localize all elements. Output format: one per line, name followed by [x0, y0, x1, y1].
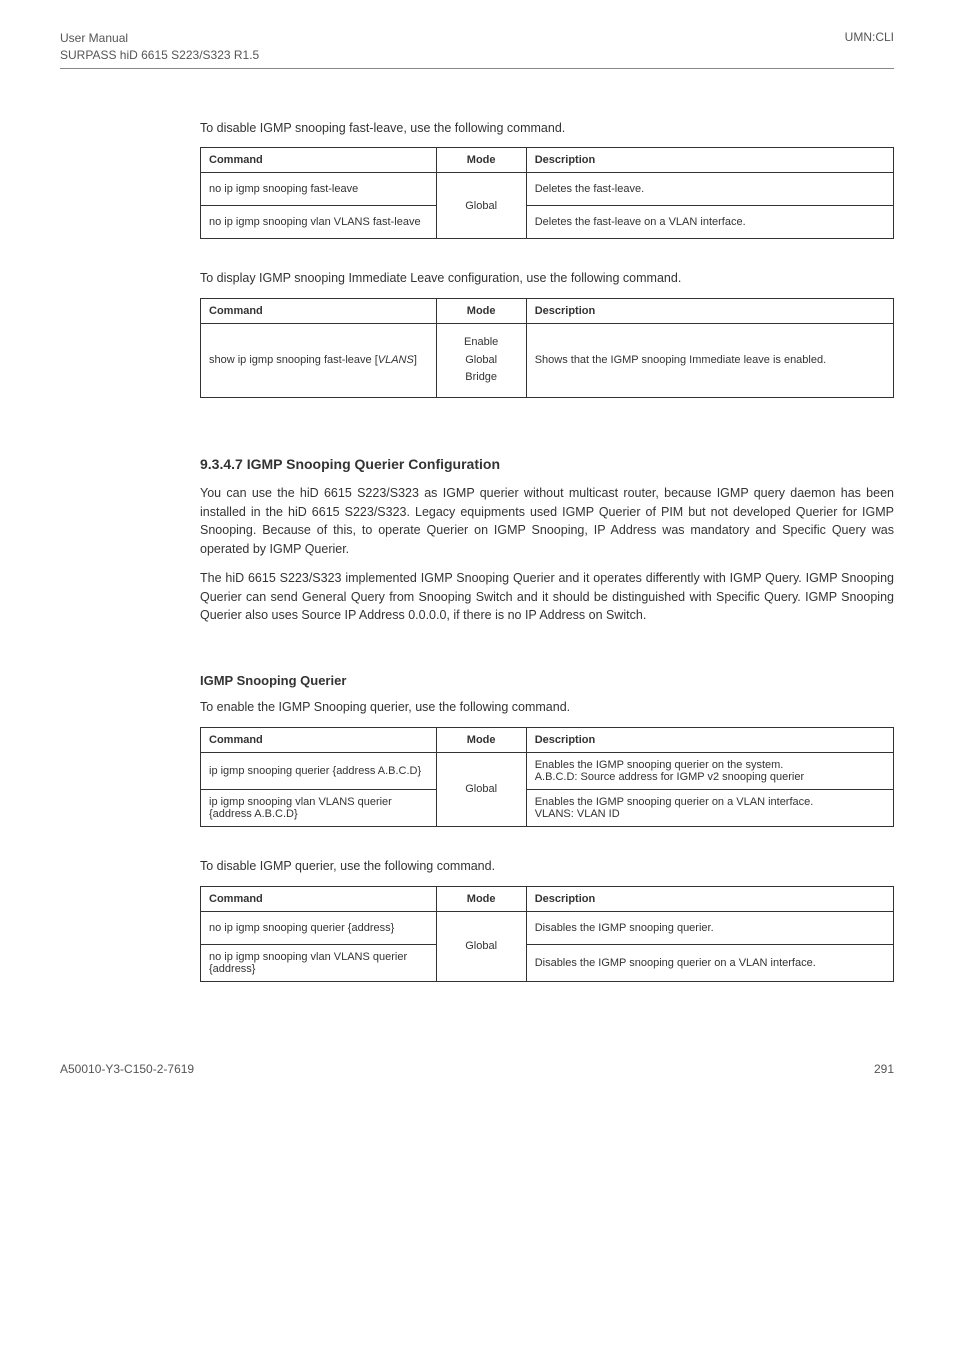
page-footer: A50010-Y3-C150-2-7619 291: [60, 1062, 894, 1076]
spacer: [200, 635, 894, 653]
th-description: Description: [526, 727, 893, 752]
cell-command: ip igmp snooping vlan VLANS querier {add…: [201, 789, 437, 826]
table-row: no ip igmp snooping querier {address} Gl…: [201, 911, 894, 944]
cell-description: Disables the IGMP snooping querier.: [526, 911, 893, 944]
header-right: UMN:CLI: [845, 30, 894, 44]
table-row: ip igmp snooping vlan VLANS querier {add…: [201, 789, 894, 826]
header-left: User Manual SURPASS hiD 6615 S223/S323 R…: [60, 30, 259, 64]
table-row: no ip igmp snooping fast-leave Global De…: [201, 173, 894, 206]
cell-description: Enables the IGMP snooping querier on the…: [526, 752, 893, 789]
th-mode: Mode: [436, 148, 526, 173]
main-content: To disable IGMP snooping fast-leave, use…: [200, 119, 894, 982]
cell-command: no ip igmp snooping fast-leave: [201, 173, 437, 206]
footer-doc-id: A50010-Y3-C150-2-7619: [60, 1062, 194, 1076]
intro-text-2: To display IGMP snooping Immediate Leave…: [200, 269, 894, 288]
footer-page-number: 291: [874, 1062, 894, 1076]
cell-description: Deletes the fast-leave.: [526, 173, 893, 206]
intro-text-3: To enable the IGMP Snooping querier, use…: [200, 698, 894, 717]
command-table-3: Command Mode Description ip igmp snoopin…: [200, 727, 894, 827]
cell-command: show ip igmp snooping fast-leave [VLANS]: [201, 324, 437, 398]
header-manual-title: User Manual: [60, 30, 259, 47]
cell-command: ip igmp snooping querier {address A.B.C.…: [201, 752, 437, 789]
header-divider: [60, 68, 894, 69]
cell-mode: Global: [436, 752, 526, 826]
sub-heading: IGMP Snooping Querier: [200, 673, 894, 688]
spacer: [200, 428, 894, 446]
section-heading: 9.3.4.7 IGMP Snooping Querier Configurat…: [200, 456, 894, 472]
table-header-row: Command Mode Description: [201, 886, 894, 911]
table-header-row: Command Mode Description: [201, 727, 894, 752]
cell-description: Enables the IGMP snooping querier on a V…: [526, 789, 893, 826]
table-row: show ip igmp snooping fast-leave [VLANS]…: [201, 324, 894, 398]
cell-command: no ip igmp snooping vlan VLANS fast-leav…: [201, 206, 437, 239]
table-header-row: Command Mode Description: [201, 299, 894, 324]
cell-mode: Global: [436, 173, 526, 239]
table-row: no ip igmp snooping vlan VLANS fast-leav…: [201, 206, 894, 239]
intro-text-4: To disable IGMP querier, use the followi…: [200, 857, 894, 876]
cell-mode: Enable Global Bridge: [436, 324, 526, 398]
cell-command: no ip igmp snooping querier {address}: [201, 911, 437, 944]
paragraph-2: The hiD 6615 S223/S323 implemented IGMP …: [200, 569, 894, 625]
command-table-2: Command Mode Description show ip igmp sn…: [200, 298, 894, 398]
cell-description: Shows that the IGMP snooping Immediate l…: [526, 324, 893, 398]
command-table-1: Command Mode Description no ip igmp snoo…: [200, 147, 894, 239]
header-product-line: SURPASS hiD 6615 S223/S323 R1.5: [60, 47, 259, 64]
table-header-row: Command Mode Description: [201, 148, 894, 173]
table-row: no ip igmp snooping vlan VLANS querier {…: [201, 944, 894, 981]
th-command: Command: [201, 148, 437, 173]
th-mode: Mode: [436, 886, 526, 911]
th-description: Description: [526, 886, 893, 911]
th-mode: Mode: [436, 727, 526, 752]
cell-description: Disables the IGMP snooping querier on a …: [526, 944, 893, 981]
th-description: Description: [526, 299, 893, 324]
cell-mode: Global: [436, 911, 526, 981]
intro-text-1: To disable IGMP snooping fast-leave, use…: [200, 119, 894, 138]
th-command: Command: [201, 727, 437, 752]
th-mode: Mode: [436, 299, 526, 324]
table-row: ip igmp snooping querier {address A.B.C.…: [201, 752, 894, 789]
th-command: Command: [201, 299, 437, 324]
page-header: User Manual SURPASS hiD 6615 S223/S323 R…: [60, 30, 894, 64]
cell-command-text: show ip igmp snooping fast-leave [VLANS]: [209, 354, 417, 366]
th-description: Description: [526, 148, 893, 173]
paragraph-1: You can use the hiD 6615 S223/S323 as IG…: [200, 484, 894, 559]
cell-description: Deletes the fast-leave on a VLAN interfa…: [526, 206, 893, 239]
cell-command: no ip igmp snooping vlan VLANS querier {…: [201, 944, 437, 981]
command-table-4: Command Mode Description no ip igmp snoo…: [200, 886, 894, 982]
th-command: Command: [201, 886, 437, 911]
